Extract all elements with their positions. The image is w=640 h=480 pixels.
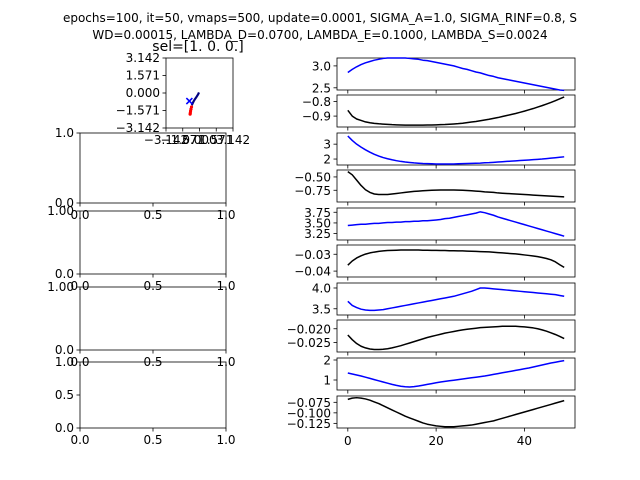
empty-xtick-label: 0.5: [143, 433, 162, 447]
line-plot-4: −0.50−0.75: [294, 169, 576, 206]
phase-ytick-label: 1.571: [126, 69, 160, 83]
empty-ytick-label: 1.00: [47, 280, 74, 294]
phase-xtick-label: −1.571: [161, 133, 205, 147]
empty-xtick-label: 1.0: [216, 279, 235, 293]
line-plot-9: 21: [323, 354, 576, 394]
phase-ytick-label: 3.142: [126, 51, 160, 65]
phase-plot-axes: 3.1421.5710.000−1.571−3.142−3.142−1.5710…: [116, 51, 251, 147]
line-plot-frame: [336, 282, 576, 316]
line-ytick-label: 3.25: [304, 227, 331, 241]
empty-xtick-label: 0.5: [143, 208, 162, 222]
line-plot-5: 3.753.503.25: [304, 206, 576, 244]
line-plot-3: 32: [323, 132, 576, 169]
empty-axes-4: 0.0 0.5 1.0 0.0 0.5 1.0: [55, 355, 236, 447]
line-ytick-label: −0.100: [287, 406, 331, 420]
line-xtick-label: 40: [517, 434, 532, 448]
empty-ytick-label: 1.00: [47, 204, 74, 218]
phase-marker-x: [185, 97, 193, 105]
line-ytick-label: −0.75: [294, 184, 331, 198]
line-plot-frame: [336, 207, 576, 241]
line-plot-6: −0.03 −0.04: [294, 244, 576, 281]
axes-layer: 3.1421.5710.000−1.571−3.142−3.142−1.5710…: [47, 51, 576, 448]
line-ytick-label: 3: [323, 138, 331, 152]
empty-xtick-label: 0.5: [143, 279, 162, 293]
line-series: [347, 325, 565, 351]
line-ytick-label: −0.125: [287, 417, 331, 431]
empty-ytick-label: 0.0: [55, 267, 74, 281]
line-series: [347, 249, 565, 269]
line-ytick-label: 3.75: [304, 206, 331, 220]
empty-axes-2: 0.0 0.5 1.00.01.00: [47, 204, 235, 293]
empty-ytick-label: 0.0: [55, 196, 74, 210]
line-plot-frame: [336, 169, 576, 203]
line-plot-8: −0.020−0.025: [287, 319, 576, 356]
line-series: [347, 287, 565, 312]
line-ytick-label: 2: [323, 354, 331, 368]
line-ytick-label: 1: [323, 374, 331, 388]
suptitle-line-1: epochs=100, it=50, vmaps=500, update=0.0…: [63, 11, 577, 25]
phase-ytick-label: −1.571: [116, 104, 160, 118]
phase-ytick-label: −3.142: [116, 121, 160, 135]
line-ytick-label: −0.50: [294, 170, 331, 184]
phase-xtick-label: 1.571: [199, 133, 233, 147]
phase-xtick-label: 3.142: [216, 133, 250, 147]
line-ytick-label: 2: [323, 153, 331, 167]
line-plot-1: 3.0 2.5: [312, 57, 576, 95]
line-ytick-label: 4.0: [312, 281, 331, 295]
line-series: [347, 170, 565, 198]
line-ytick-label: −0.8: [302, 95, 331, 109]
line-ytick-label: −0.04: [294, 265, 331, 279]
empty-axes-frame: [79, 286, 227, 351]
line-series: [347, 211, 565, 237]
empty-ytick-label: 0.0: [55, 343, 74, 357]
phase-xtick-label: 0.000: [182, 133, 216, 147]
line-ytick-label: −0.075: [287, 396, 331, 410]
line-ytick-label: −0.9: [302, 110, 331, 124]
suptitle-line-2: WD=0.00015, LAMBDA_D=0.0700, LAMBDA_E=0.…: [92, 28, 547, 42]
line-xtick-label: 0: [344, 434, 352, 448]
line-series: [347, 135, 565, 165]
line-plot-2: −0.8−0.9: [302, 94, 576, 131]
line-ytick-label: 3.0: [312, 59, 331, 73]
line-xtick-label: 20: [428, 434, 443, 448]
phase-tail-point: [188, 112, 192, 116]
line-ytick-label: −0.025: [287, 336, 331, 350]
phase-plot-title: sel=[1. 0. 0.]: [152, 39, 243, 55]
empty-ytick-label: 1.0: [55, 126, 74, 140]
line-ytick-label: −0.03: [294, 248, 331, 262]
line-plot-frame: [336, 94, 576, 128]
line-series: [347, 96, 565, 126]
empty-ytick-label: 0.5: [55, 388, 74, 402]
line-series: [347, 359, 565, 388]
line-plot-frame: [336, 319, 576, 353]
empty-ytick-label: 0.0: [55, 421, 74, 435]
empty-ytick-label: 1.0: [55, 355, 74, 369]
empty-axes-frame: [79, 361, 227, 429]
phase-trajectory: [190, 92, 200, 106]
line-ytick-label: −0.020: [287, 322, 331, 336]
line-ytick-label: 3.50: [304, 216, 331, 230]
line-plot-7: 4.0 3.5: [312, 281, 576, 319]
line-ytick-label: 3.5: [312, 302, 331, 316]
phase-ytick-label: 0.000: [126, 86, 160, 100]
line-plot-frame: [336, 57, 576, 91]
line-plot-frame: [336, 395, 576, 429]
line-plot-frame: [336, 244, 576, 278]
line-plot-frame: [336, 132, 576, 166]
line-series: [347, 396, 565, 428]
empty-axes-3: 0.0 0.5 1.00.01.00: [47, 280, 235, 369]
empty-xtick-label: 0.0: [70, 279, 89, 293]
phase-xtick-label: −3.142: [144, 133, 188, 147]
line-series: [347, 57, 565, 92]
empty-xtick-label: 1.0: [216, 433, 235, 447]
line-plot-frame: [336, 357, 576, 391]
line-plot-10: −0.075−0.100−0.125 0 20 40: [287, 395, 576, 448]
line-ytick-label: 2.5: [312, 81, 331, 95]
empty-axes-1: 0.0 0.5 1.00.01.0: [55, 126, 236, 222]
empty-xtick-label: 0.0: [70, 433, 89, 447]
